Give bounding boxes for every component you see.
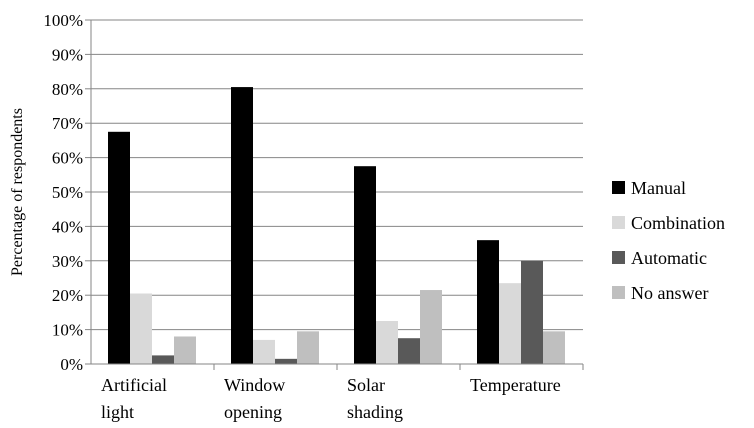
x-tick-label: shading — [347, 402, 403, 422]
y-tick-label: 80% — [52, 80, 83, 99]
y-tick-label: 20% — [52, 286, 83, 305]
y-tick-label: 40% — [52, 217, 83, 236]
x-tick-label: light — [101, 402, 134, 422]
bar-groups — [108, 87, 565, 364]
bar-manual — [231, 87, 253, 364]
legend-label: Combination — [631, 213, 725, 233]
legend-swatch — [612, 216, 625, 229]
legend-label: Automatic — [631, 248, 707, 268]
bar-manual — [108, 131, 130, 364]
y-tick-label: 30% — [52, 252, 83, 271]
x-tick-label: Temperature — [470, 375, 561, 395]
bar-manual — [477, 240, 499, 364]
legend-label: No answer — [631, 283, 708, 303]
y-tick-label: 60% — [52, 149, 83, 168]
x-tick-label: opening — [224, 402, 282, 422]
bar-no-answer — [420, 290, 442, 364]
y-tick-label: 70% — [52, 114, 83, 133]
bar-manual — [354, 166, 376, 364]
y-tick-labels: 0% 10% 20% 30% 40% 50% 60% 70% 80% 90% 100% — [43, 11, 83, 374]
legend-swatch — [612, 251, 625, 264]
y-tick-label: 90% — [52, 45, 83, 64]
bar-combination — [499, 283, 521, 364]
bar-combination — [376, 321, 398, 364]
x-tick-labels: Artificial light Window opening Solar shading… — [101, 375, 561, 422]
y-tick-label: 100% — [43, 11, 83, 30]
bar-no-answer — [543, 331, 565, 364]
legend-label: Manual — [631, 178, 686, 198]
y-tick-label: 50% — [52, 183, 83, 202]
x-tick-label: Artificial — [101, 375, 167, 395]
bar-no-answer — [297, 331, 319, 364]
y-tick-label: 10% — [52, 321, 83, 340]
bar-no-answer — [174, 336, 196, 364]
bar-automatic — [398, 338, 420, 364]
grid-lines — [91, 19, 583, 331]
bar-automatic — [275, 358, 297, 364]
legend-swatch — [612, 181, 625, 194]
y-axis-title: Percentage of respondents — [9, 108, 26, 276]
bar-combination — [130, 293, 152, 364]
legend-swatch — [612, 286, 625, 299]
bar-automatic — [152, 355, 174, 364]
y-tick-label: 0% — [60, 355, 83, 374]
x-tick-label: Window — [224, 375, 285, 395]
axes — [85, 19, 584, 370]
x-tick-label: Solar — [347, 375, 385, 395]
legend: Manual Combination Automatic No answer — [612, 178, 725, 303]
bar-combination — [253, 339, 275, 364]
bar-automatic — [521, 260, 543, 364]
